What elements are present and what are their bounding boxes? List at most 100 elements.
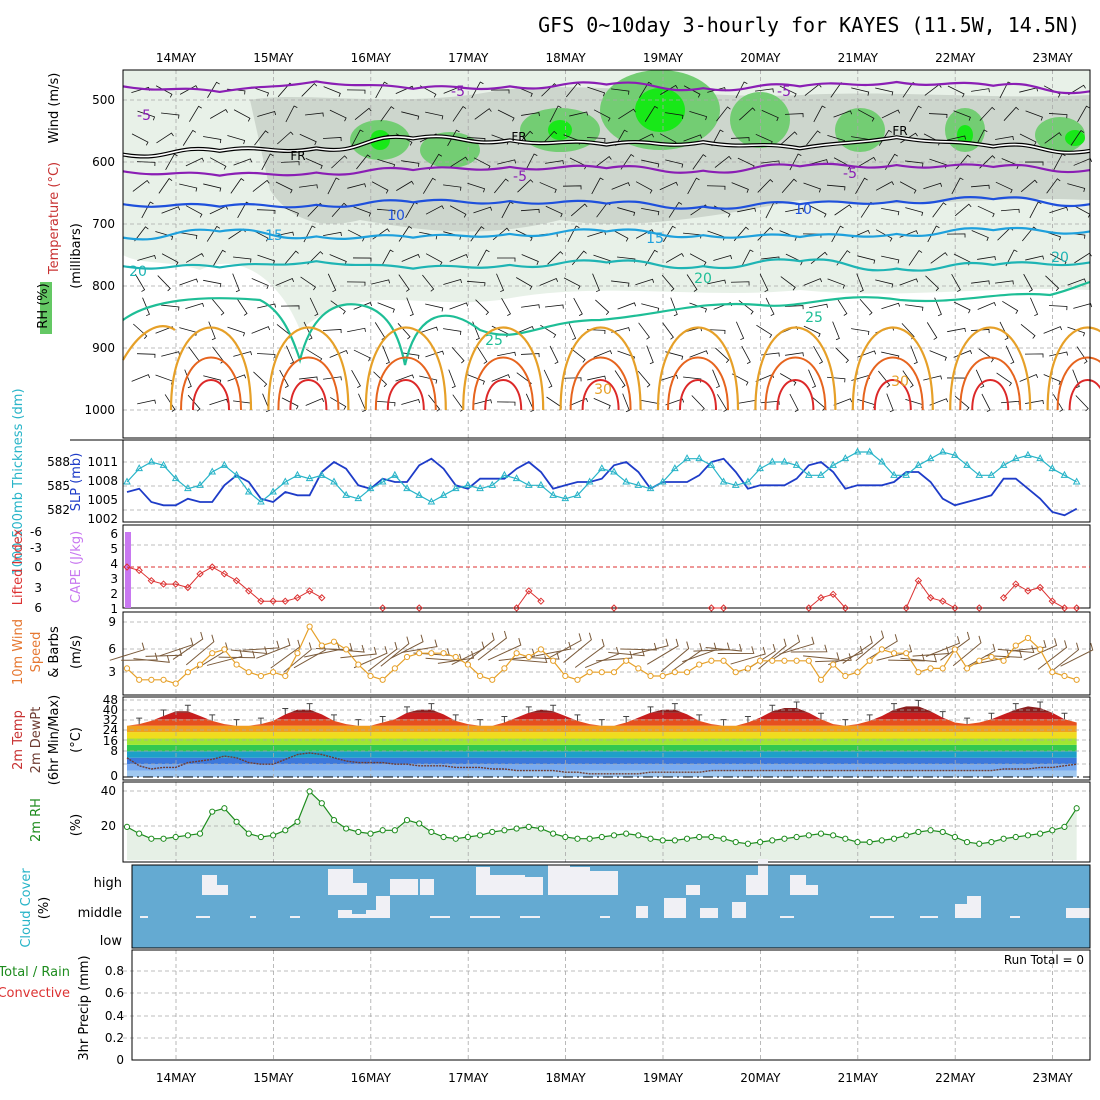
minmax-marker [598,719,605,726]
wind-barb [471,81,484,99]
lifted-marker [245,587,253,595]
label-speed: Speed [29,632,44,673]
lifted-marker [147,576,156,585]
wind-speed-marker [355,661,362,668]
wind-barb [346,281,366,286]
top-date-axis: 14MAY 15MAY 16MAY 17MAY 18MAY 19MAY 20MAY 21MAY… [156,51,1074,65]
wind-barb [451,641,485,666]
dome-30 [169,326,253,411]
cloud-mid-block [700,908,718,918]
wind-barb [329,109,347,122]
wind-barb [515,325,535,334]
label-cloud-cover: Cloud Cover [19,868,34,948]
wind-barb [954,203,972,217]
thickness-marker [524,480,533,488]
wind-barb [946,233,966,238]
wind-barb [683,134,703,142]
wind-barb [283,250,299,266]
wind-barb [281,397,299,410]
wind-speed-marker [1049,669,1056,676]
minmax-marker [282,707,289,715]
wind-speed-marker [1073,676,1080,683]
thickness-marker [476,484,484,492]
wind-speed-marker [184,669,191,676]
thickness-marker [451,484,460,492]
label-10m-wind: 10m Wind [11,619,26,685]
thickness-marker [257,497,265,505]
wind-barb [330,300,346,315]
cloud-row-label: high [94,876,122,891]
wind-barb [376,208,396,215]
wind-barb [397,323,411,340]
wind-barb [182,129,197,146]
wind-barb [546,396,563,411]
thickness-marker [792,460,801,468]
wind-speed-marker [854,669,861,676]
thickness-marker [926,454,935,462]
contour-label: -5 [451,84,465,100]
wind-barb [803,278,823,286]
thickness-marker [123,477,131,485]
lifted-marker [378,604,387,612]
wind-barb [741,345,751,364]
wind-barb [1019,374,1039,382]
wind-barb [521,112,540,117]
wind-barb [611,280,630,287]
panel-cloud-cover: high middle low Cloud Cover (%) [19,859,1091,949]
wind-barb [141,201,154,219]
thickness-marker [159,460,168,468]
dome-30 [851,326,934,411]
wind-barb [665,351,684,360]
wind-barb [641,159,660,168]
wind-barb [213,249,226,266]
thickness-marker [537,480,545,488]
wind-speed-marker [976,657,983,664]
wind-barb [563,632,592,663]
wind-barb [617,207,636,217]
wind-barb [593,109,611,122]
minmax-marker [939,711,946,718]
wind-barb [161,112,180,119]
lifted-marker [305,587,314,595]
wind-barb [757,178,774,193]
rh-marker [951,833,959,841]
wind-barb [443,184,462,191]
wind-barb [926,322,938,340]
contour-20 [122,258,1091,272]
thickness-marker [500,470,509,478]
wind-barb [136,161,156,166]
date-tick-top: 18MAY [545,51,586,65]
pressure-tick: 700 [92,217,115,231]
wind-barb [136,353,156,358]
wind-barb [637,370,651,388]
cloud-high-block [525,877,543,895]
minmax-marker [744,715,751,723]
rh-marker [927,827,934,834]
lifted-marker [1048,597,1057,605]
wind-barb [380,636,410,667]
wind-barb [452,394,464,412]
thickness-marker [1011,454,1020,462]
lifted-marker [171,580,180,588]
wind-barb [275,278,295,286]
wind-speed-marker [379,676,386,683]
wind-barb [1020,324,1036,339]
wind-barb [373,371,388,388]
wind-barb [1005,345,1015,365]
label-2m-rh: 2m RH [29,798,44,842]
temp-tick: 32 [103,713,118,727]
wind-barb [756,324,773,339]
wind-barb [925,275,940,292]
wind-barb [687,177,700,195]
wind-barb [899,278,919,286]
wind-barb [905,398,924,409]
thickness-marker [622,477,631,485]
wind-barb [977,205,995,218]
wind-barb [346,89,366,94]
wind-barb [632,638,669,655]
wind-barb [451,347,465,364]
minmax-marker [915,699,922,707]
wind-speed-marker [586,669,593,676]
cloud-frame [131,864,1091,949]
wind-barb [826,184,846,191]
